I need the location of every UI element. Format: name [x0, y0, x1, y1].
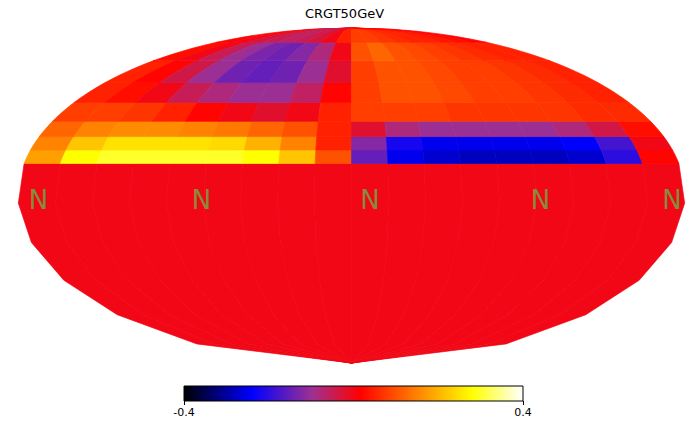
- svg-text:CRGT50GeV: CRGT50GeV: [305, 6, 384, 21]
- svg-text:N: N: [531, 185, 550, 215]
- svg-text:-0.4: -0.4: [173, 406, 194, 419]
- svg-text:N: N: [192, 185, 211, 215]
- svg-text:0.4: 0.4: [514, 406, 532, 419]
- svg-text:N: N: [29, 185, 48, 215]
- svg-text:N: N: [360, 185, 379, 215]
- svg-text:N: N: [662, 185, 681, 215]
